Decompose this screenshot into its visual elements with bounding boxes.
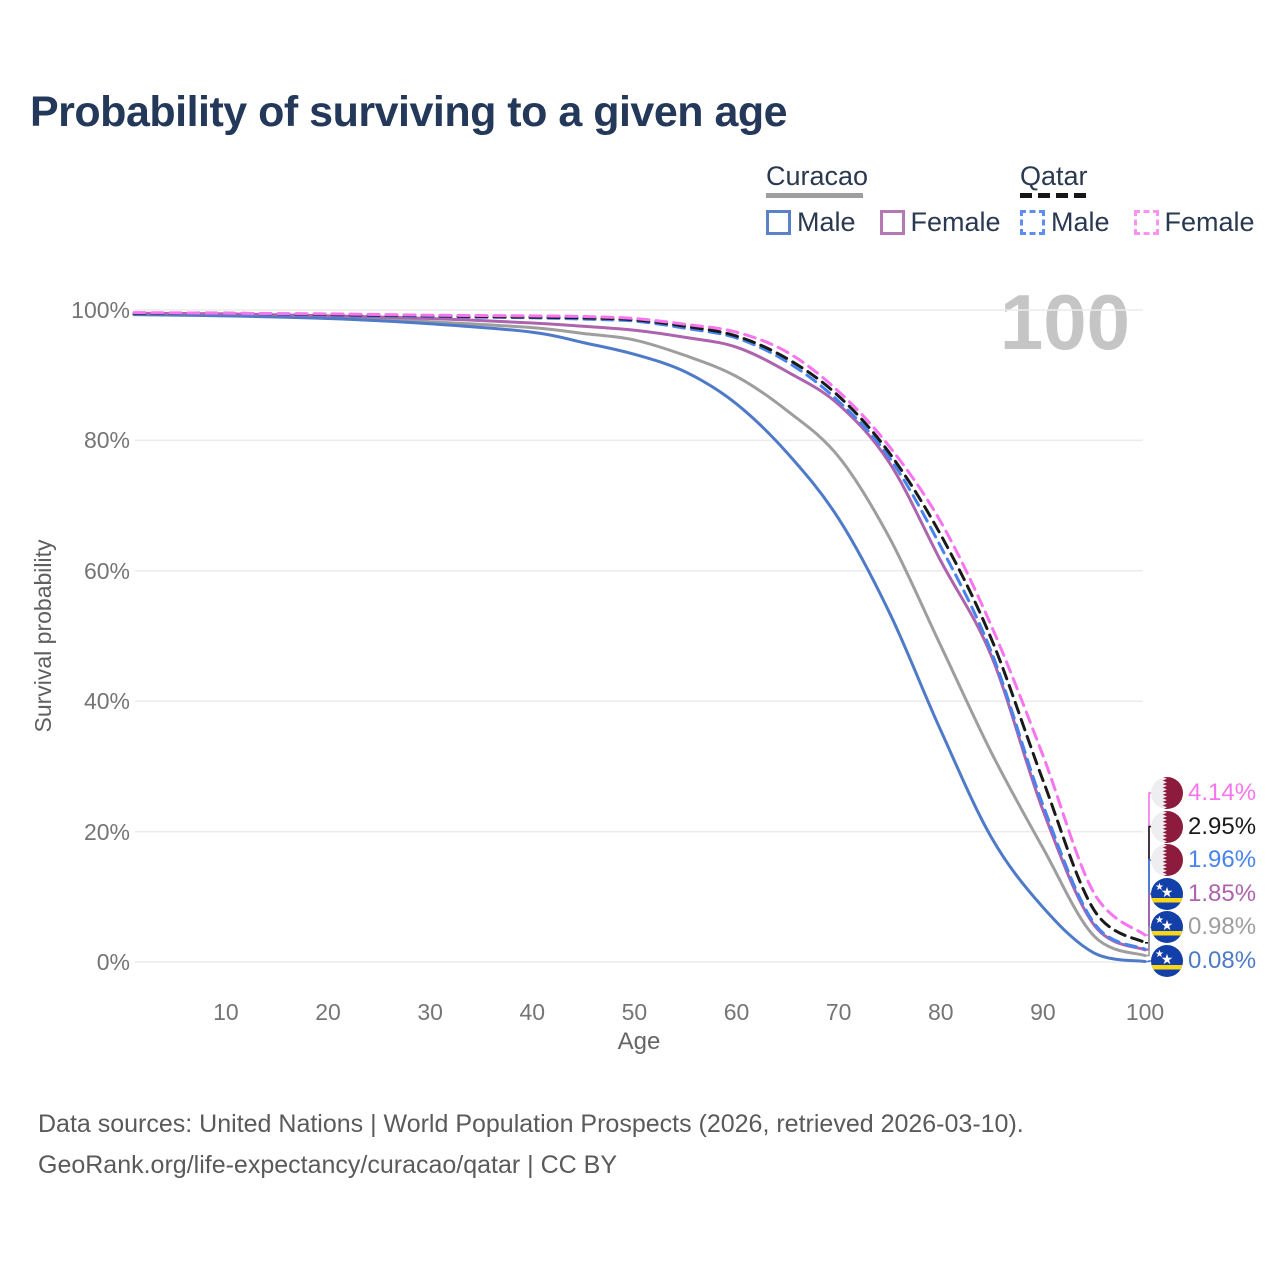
- age-marker: 100: [999, 278, 1130, 366]
- end-label-value: 4.14%: [1188, 779, 1257, 806]
- end-label-value: 1.85%: [1188, 879, 1257, 907]
- x-tick-100: 100: [1125, 999, 1165, 1025]
- x-tick-10: 10: [213, 999, 239, 1025]
- legend-label: Female: [910, 207, 1001, 237]
- y-tick-40: 40%: [83, 688, 130, 715]
- legend-item-curacao-male[interactable]: Male: [766, 207, 856, 238]
- x-tick-90: 90: [1030, 999, 1056, 1025]
- legend-item-qatar-female[interactable]: Female: [1133, 207, 1255, 238]
- legend: Curacao Male Female Qatar Male: [0, 162, 1280, 242]
- end-label-qatar-male[interactable]: 1.96%: [1151, 843, 1256, 877]
- end-label-value: 0.08%: [1188, 947, 1257, 974]
- y-tick-0: 0%: [96, 949, 130, 975]
- curacao-flag-icon: ★★: [1151, 877, 1183, 910]
- qatar-flag-icon: [1151, 844, 1183, 877]
- x-tick-60: 60: [723, 999, 750, 1025]
- legend-country-curacao[interactable]: Curacao: [766, 161, 869, 191]
- series-curacao-combined[interactable]: [132, 312, 1147, 958]
- end-label-value: 2.95%: [1188, 812, 1257, 840]
- svg-text:★: ★: [1155, 949, 1164, 960]
- x-tick-40: 40: [519, 999, 546, 1025]
- end-label-curacao-male[interactable]: ★ ★ 0.08%: [1151, 944, 1256, 978]
- x-tick-70: 70: [825, 999, 852, 1025]
- y-tick-80: 80%: [83, 427, 130, 454]
- x-tick-80: 80: [927, 999, 954, 1025]
- qatar-male-swatch: [1020, 210, 1045, 235]
- end-label-qatar-female[interactable]: 4.14%: [1151, 776, 1256, 810]
- legend-item-qatar-male[interactable]: Male: [1020, 207, 1110, 238]
- x-axis-title: Age: [617, 1028, 661, 1055]
- svg-text:★: ★: [1155, 882, 1164, 893]
- curacao-female-swatch: [879, 210, 905, 235]
- series-qatar-female[interactable]: [132, 311, 1147, 937]
- end-label-curacao-female[interactable]: ★ ★ 1.85%: [1151, 877, 1256, 911]
- qatar-female-swatch: [1133, 210, 1159, 235]
- legend-item-curacao-female[interactable]: Female: [879, 207, 1001, 238]
- x-tick-30: 30: [417, 999, 443, 1025]
- end-label-value: 0.98%: [1188, 913, 1257, 941]
- y-tick-60: 60%: [83, 557, 130, 584]
- x-tick-50: 50: [621, 999, 648, 1025]
- curacao-combined-line-swatch: [766, 193, 863, 198]
- x-tick-20: 20: [315, 999, 341, 1025]
- svg-text:★: ★: [1161, 952, 1174, 968]
- curacao-male-swatch: [766, 210, 791, 235]
- svg-text:★: ★: [1161, 885, 1174, 901]
- end-label-curacao[interactable]: ★ ★ 0.98%: [1151, 910, 1256, 944]
- legend-label: Male: [797, 207, 856, 237]
- qatar-flag-icon: [1151, 810, 1183, 843]
- legend-country-qatar[interactable]: Qatar: [1020, 161, 1088, 191]
- y-tick-20: 20%: [83, 818, 130, 845]
- y-axis-title: Survival probability: [30, 539, 56, 733]
- legend-label: Female: [1164, 207, 1255, 237]
- curacao-flag-icon: ★★: [1151, 911, 1183, 944]
- end-label-qatar[interactable]: 2.95%: [1151, 810, 1256, 844]
- qatar-combined-line-swatch: [1020, 193, 1087, 198]
- end-label-value: 1.96%: [1188, 846, 1257, 874]
- curacao-flag-icon: ★★: [1151, 945, 1183, 977]
- page-title: Probability of surviving to a given age: [30, 88, 788, 136]
- qatar-flag-icon: [1151, 777, 1183, 809]
- attribution: Data sources: United Nations | World Pop…: [38, 1104, 1024, 1186]
- source-url-line: GeoRank.org/life-expectancy/curacao/qata…: [38, 1151, 617, 1179]
- series-curacao-male[interactable]: [132, 313, 1147, 963]
- data-sources-line: Data sources: United Nations | World Pop…: [38, 1110, 1024, 1138]
- legend-group-qatar: Qatar Male Female: [1020, 162, 1279, 238]
- legend-label: Male: [1051, 207, 1110, 237]
- legend-group-curacao: Curacao Male Female: [766, 162, 1025, 238]
- svg-text:★: ★: [1161, 918, 1174, 934]
- svg-text:★: ★: [1155, 915, 1164, 926]
- y-tick-100: 100%: [71, 297, 130, 323]
